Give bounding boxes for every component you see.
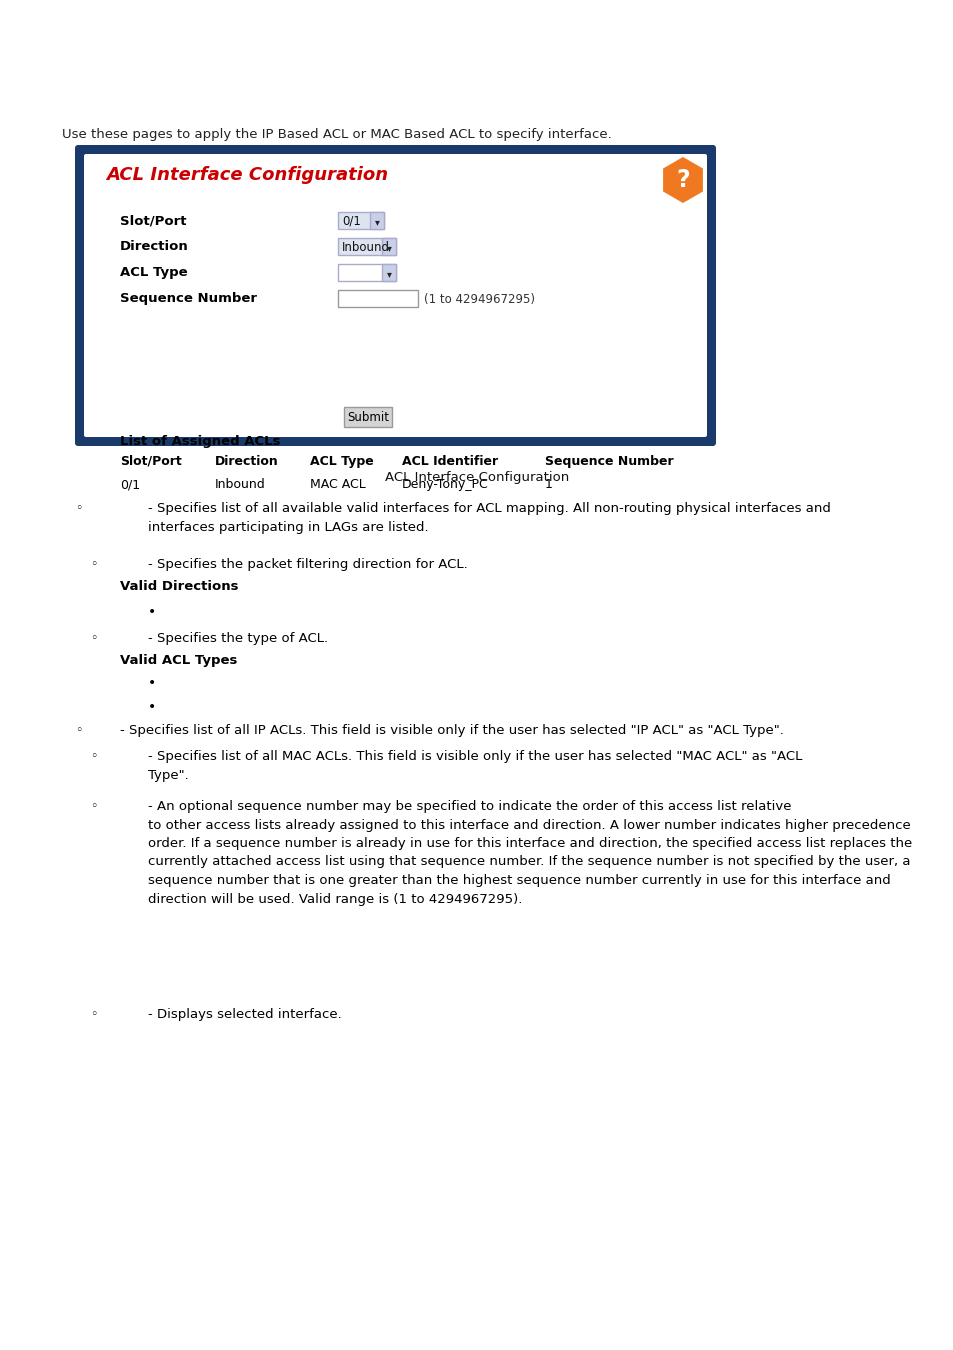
Text: ?: ? — [676, 167, 689, 192]
Text: •: • — [148, 701, 156, 714]
Text: ACL Type: ACL Type — [120, 266, 188, 279]
Text: Sequence Number: Sequence Number — [120, 292, 256, 305]
Text: Submit: Submit — [347, 410, 389, 424]
FancyBboxPatch shape — [344, 406, 392, 427]
Text: 0/1: 0/1 — [341, 215, 360, 228]
Text: •: • — [148, 676, 156, 690]
Text: List of Assigned ACLs: List of Assigned ACLs — [120, 435, 280, 448]
Text: - Specifies list of all IP ACLs. This field is visible only if the user has sele: - Specifies list of all IP ACLs. This fi… — [120, 724, 783, 737]
Bar — [337, 238, 395, 255]
Text: - Displays selected interface.: - Displays selected interface. — [148, 1008, 341, 1021]
Text: ◦: ◦ — [90, 801, 97, 813]
Text: ACL Type: ACL Type — [310, 455, 374, 468]
Bar — [337, 212, 384, 230]
Text: ◦: ◦ — [75, 724, 82, 737]
Text: ACL Interface Configuration: ACL Interface Configuration — [106, 166, 388, 184]
FancyBboxPatch shape — [75, 144, 716, 446]
Polygon shape — [662, 157, 702, 202]
Text: ◦: ◦ — [75, 502, 82, 514]
Text: - Specifies list of all MAC ACLs. This field is visible only if the user has sel: - Specifies list of all MAC ACLs. This f… — [148, 751, 801, 782]
Text: Slot/Port: Slot/Port — [120, 215, 186, 227]
Bar — [337, 265, 395, 281]
Text: ▾: ▾ — [386, 243, 391, 252]
Bar — [370, 212, 384, 230]
Text: Deny-Tony_PC: Deny-Tony_PC — [401, 478, 488, 491]
Bar — [337, 290, 417, 306]
Bar — [381, 265, 395, 281]
Text: ◦: ◦ — [90, 632, 97, 645]
Text: 0/1: 0/1 — [120, 478, 140, 491]
Text: Inbound: Inbound — [214, 478, 266, 491]
Text: Direction: Direction — [120, 240, 189, 252]
Text: (1 to 4294967295): (1 to 4294967295) — [423, 293, 535, 306]
Text: ◦: ◦ — [90, 558, 97, 571]
Text: - Specifies the packet filtering direction for ACL.: - Specifies the packet filtering directi… — [148, 558, 467, 571]
Text: ACL Identifier: ACL Identifier — [401, 455, 497, 468]
Text: Valid ACL Types: Valid ACL Types — [120, 653, 237, 667]
Text: Direction: Direction — [214, 455, 278, 468]
Text: Inbound: Inbound — [341, 242, 390, 254]
Text: ACL Interface Configuration: ACL Interface Configuration — [384, 471, 569, 485]
Text: ▾: ▾ — [386, 269, 391, 279]
Text: Sequence Number: Sequence Number — [544, 455, 673, 468]
Text: - Specifies the type of ACL.: - Specifies the type of ACL. — [148, 632, 328, 645]
Bar — [381, 238, 395, 255]
Text: ▾: ▾ — [375, 217, 379, 227]
Text: ◦: ◦ — [90, 751, 97, 763]
Text: 1: 1 — [544, 478, 553, 491]
Text: Valid Directions: Valid Directions — [120, 580, 238, 593]
Text: - An optional sequence number may be specified to indicate the order of this acc: - An optional sequence number may be spe… — [148, 801, 911, 906]
Text: Slot/Port: Slot/Port — [120, 455, 182, 468]
Text: ◦: ◦ — [90, 1008, 97, 1021]
Text: •: • — [148, 605, 156, 620]
Text: - Specifies list of all available valid interfaces for ACL mapping. All non-rout: - Specifies list of all available valid … — [148, 502, 830, 533]
Text: MAC ACL: MAC ACL — [310, 478, 365, 491]
FancyBboxPatch shape — [84, 154, 706, 437]
Text: Use these pages to apply the IP Based ACL or MAC Based ACL to specify interface.: Use these pages to apply the IP Based AC… — [62, 128, 611, 140]
